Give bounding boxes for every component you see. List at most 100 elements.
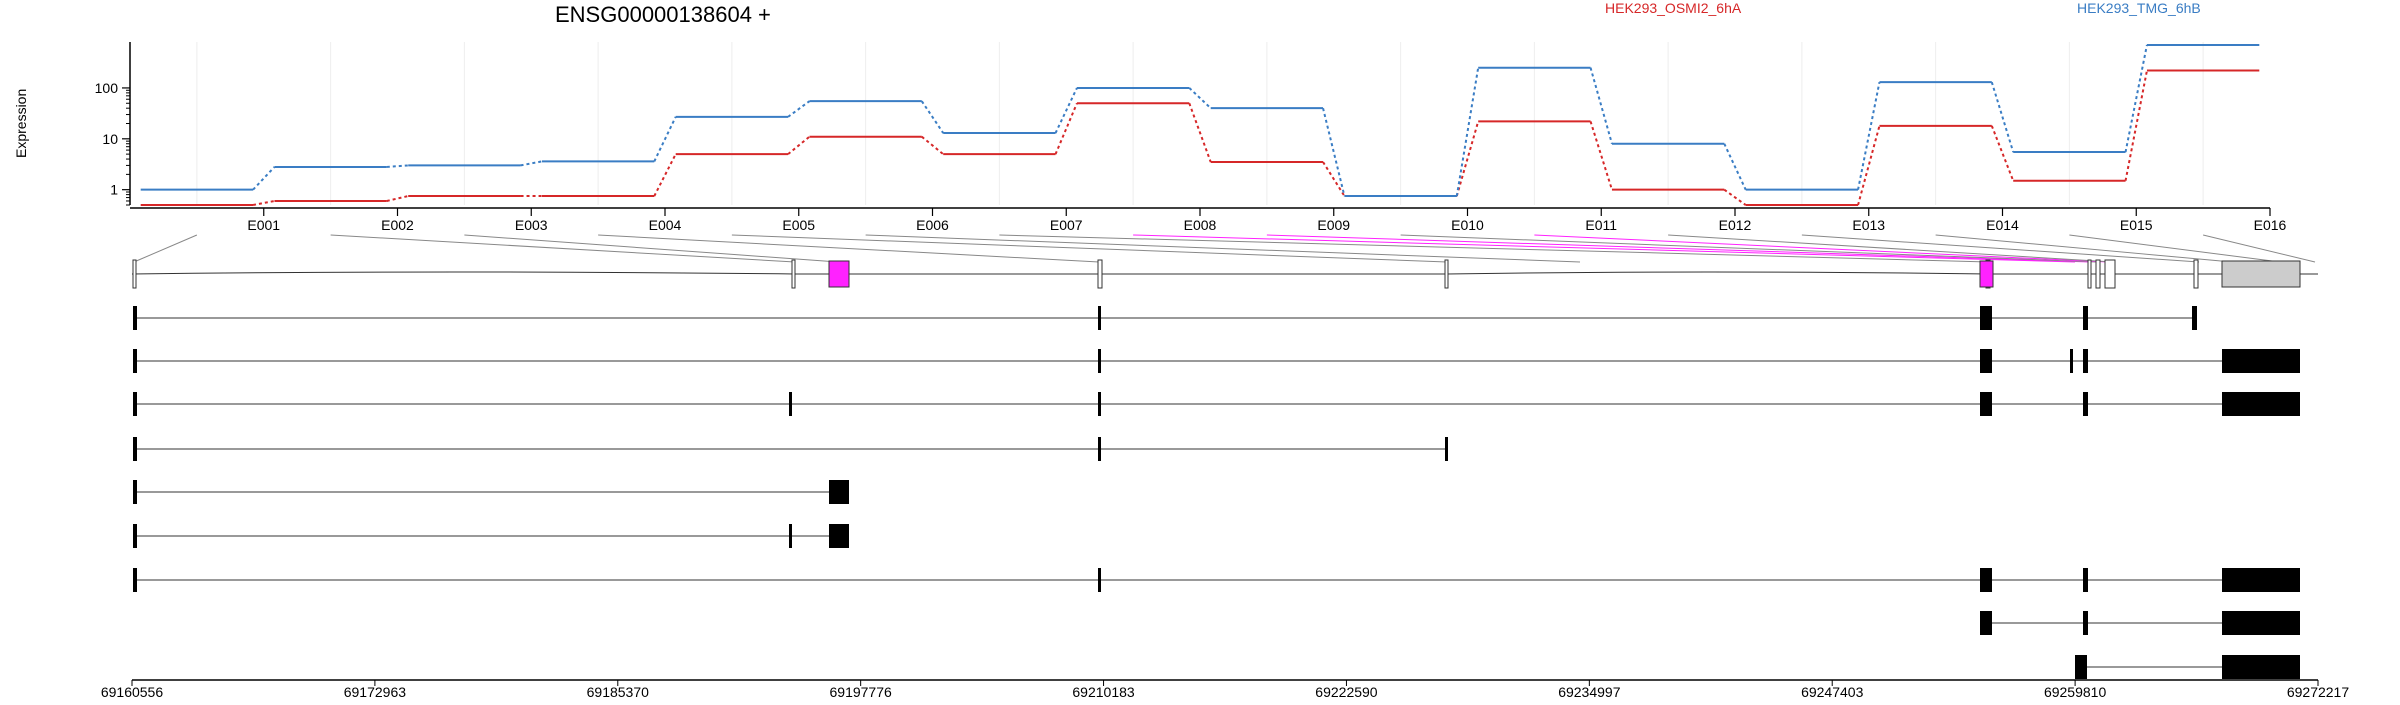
transcript-exon <box>2083 568 2088 592</box>
series-2-connector <box>1322 107 1346 197</box>
x-tick-label: E009 <box>1317 217 1350 233</box>
transcript-9 <box>2075 655 2300 679</box>
transcript-exon <box>2070 349 2073 373</box>
y-axis-label: Expression <box>13 88 29 158</box>
series-2-connector <box>252 166 276 191</box>
series-2-connector <box>1990 81 2015 153</box>
series-1-connector <box>252 199 275 206</box>
transcript-8 <box>1980 611 2300 635</box>
series-2-connector <box>386 164 409 168</box>
transcript-7 <box>133 568 2300 592</box>
transcript-exon <box>2083 349 2088 373</box>
transcript-exon <box>1980 568 1992 592</box>
series-1-connector <box>386 195 409 202</box>
transcript-exon <box>133 480 137 504</box>
x-tick-label: E006 <box>916 217 949 233</box>
transcript-exon <box>1098 437 1101 461</box>
x-tick-label: E011 <box>1585 217 1617 233</box>
exon-connector <box>464 234 839 263</box>
exon-connector <box>1668 234 2114 263</box>
transcript-exon <box>1445 437 1448 461</box>
series-1-connector <box>1455 121 1480 197</box>
summary-exon <box>1097 259 1103 289</box>
series-1-connector <box>1990 125 2015 182</box>
transcript-exon <box>1980 611 1992 635</box>
genomic-tick-label: 69210183 <box>1072 684 1135 700</box>
series-2-connector <box>2124 44 2148 153</box>
transcript-exon <box>1980 392 1992 416</box>
transcript-exon <box>133 568 137 592</box>
series-1-connector <box>787 135 811 155</box>
genomic-tick-label: 69185370 <box>587 684 650 700</box>
x-tick-label: E013 <box>1852 217 1885 233</box>
exon-connector <box>2203 234 2316 263</box>
y-tick-label: 1 <box>110 182 118 198</box>
x-tick-label: E012 <box>1719 217 1752 233</box>
legend-series-2: HEK293_TMG_6hB <box>2077 0 2201 16</box>
chart-title: ENSG00000138604 + <box>555 2 771 27</box>
series-2-connector <box>1188 87 1212 109</box>
transcript-1 <box>133 306 2197 330</box>
exon-connector <box>731 234 1448 263</box>
transcript-exon <box>1098 392 1101 416</box>
exon-connector <box>1133 234 2076 263</box>
transcript-exon <box>2075 655 2087 679</box>
transcript-exon <box>1098 568 1101 592</box>
exon-connector <box>133 234 198 263</box>
transcript-exon <box>133 392 137 416</box>
exon-connector <box>1266 234 2091 263</box>
transcript-5 <box>133 480 849 504</box>
transcript-exon <box>1980 349 1992 373</box>
series-1-connector <box>1723 188 1747 206</box>
series-2-connector <box>1589 67 1613 145</box>
exon-connector <box>1534 234 2109 263</box>
series-2-connector <box>1723 143 1747 191</box>
transcript-exon <box>1098 349 1101 373</box>
series-1-connector <box>921 135 944 155</box>
y-tick-label: 100 <box>95 80 119 96</box>
series-2-connector <box>787 100 811 118</box>
summary-exon <box>2087 259 2092 289</box>
x-tick-label: E007 <box>1050 217 1083 233</box>
summary-exon <box>2095 259 2101 289</box>
x-tick-label: E016 <box>2254 217 2287 233</box>
series-1 <box>140 69 2260 206</box>
transcript-exon <box>2222 349 2300 373</box>
exon-connector <box>2069 234 2281 263</box>
transcript-6 <box>133 524 849 548</box>
exon-connector <box>1801 234 2200 263</box>
genomic-tick-label: 69222590 <box>1315 684 1378 700</box>
series-1-connector <box>1857 125 1881 206</box>
transcript-exon <box>2083 611 2088 635</box>
legend-series-1: HEK293_OSMI2_6hA <box>1605 0 1742 16</box>
summary-exon <box>2104 259 2116 289</box>
transcript-exon <box>133 437 137 461</box>
exon-connector <box>598 234 1100 263</box>
transcript-exon <box>2222 655 2300 679</box>
transcript-exon <box>2222 392 2300 416</box>
series-1-connector <box>1188 102 1212 163</box>
genomic-tick-label: 69272217 <box>2287 684 2350 700</box>
transcript-exon <box>1098 306 1101 330</box>
genomic-tick-label: 69160556 <box>101 684 164 700</box>
series-2-connector <box>920 100 945 134</box>
summary-exon <box>1444 259 1449 289</box>
x-tick-label: E014 <box>1986 217 2019 233</box>
x-tick-label: E005 <box>782 217 815 233</box>
transcript-exon <box>2083 392 2088 416</box>
series-2-connector <box>1455 67 1480 197</box>
exon-connector <box>330 234 796 263</box>
summary-exon <box>2193 259 2199 289</box>
summary-exon <box>132 259 137 289</box>
summary-exon-highlight <box>828 260 850 288</box>
series-2-connector <box>1857 81 1881 190</box>
transcript-4 <box>133 437 1448 461</box>
transcript-exon <box>133 349 137 373</box>
transcript-exon <box>789 392 792 416</box>
x-tick-label: E015 <box>2120 217 2153 233</box>
exon-connector <box>865 234 1581 263</box>
exon-connector <box>999 234 1990 263</box>
summary-exon-utr <box>2221 260 2301 288</box>
